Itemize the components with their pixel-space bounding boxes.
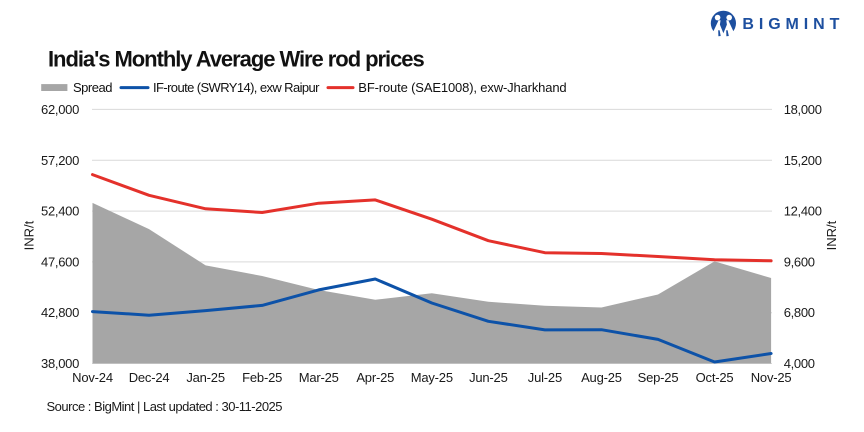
svg-text:42,800: 42,800	[41, 305, 79, 320]
svg-text:Sep-25: Sep-25	[638, 370, 679, 385]
svg-text:India's Monthly Average Wire r: India's Monthly Average Wire rod prices	[48, 47, 424, 72]
svg-text:Jul-25: Jul-25	[528, 370, 562, 385]
svg-text:9,600: 9,600	[784, 254, 815, 269]
svg-text:Oct-25: Oct-25	[696, 370, 734, 385]
svg-text:Nov-24: Nov-24	[72, 370, 113, 385]
svg-text:Aug-25: Aug-25	[581, 370, 622, 385]
svg-text:May-25: May-25	[411, 370, 453, 385]
svg-text:47,600: 47,600	[41, 254, 79, 269]
svg-text:Source : BigMint | Last update: Source : BigMint | Last updated : 30-11-…	[47, 399, 283, 414]
svg-text:18,000: 18,000	[784, 102, 822, 117]
svg-text:15,200: 15,200	[784, 153, 822, 168]
svg-text:BIGMINT: BIGMINT	[742, 16, 844, 33]
svg-text:Jun-25: Jun-25	[469, 370, 508, 385]
svg-text:BF-route (SAE1008), exw-Jharkh: BF-route (SAE1008), exw-Jharkhand	[358, 80, 566, 95]
svg-text:38,000: 38,000	[41, 356, 79, 371]
svg-text:Dec-24: Dec-24	[129, 370, 170, 385]
svg-text:4,000: 4,000	[784, 356, 815, 371]
svg-text:INR/t: INR/t	[22, 220, 37, 250]
svg-text:IF-route (SWRY14), exw Raipur: IF-route (SWRY14), exw Raipur	[153, 80, 320, 95]
svg-text:Feb-25: Feb-25	[242, 370, 282, 385]
svg-text:INR/t: INR/t	[824, 220, 839, 250]
svg-text:52,400: 52,400	[41, 204, 79, 219]
svg-text:Mar-25: Mar-25	[299, 370, 339, 385]
svg-text:12,400: 12,400	[784, 204, 822, 219]
svg-text:Apr-25: Apr-25	[356, 370, 394, 385]
svg-text:Jan-25: Jan-25	[186, 370, 225, 385]
svg-text:57,200: 57,200	[41, 153, 79, 168]
svg-text:6,800: 6,800	[784, 305, 815, 320]
svg-text:Nov-25: Nov-25	[751, 370, 792, 385]
svg-text:Spread: Spread	[73, 80, 112, 95]
svg-text:62,000: 62,000	[41, 102, 79, 117]
